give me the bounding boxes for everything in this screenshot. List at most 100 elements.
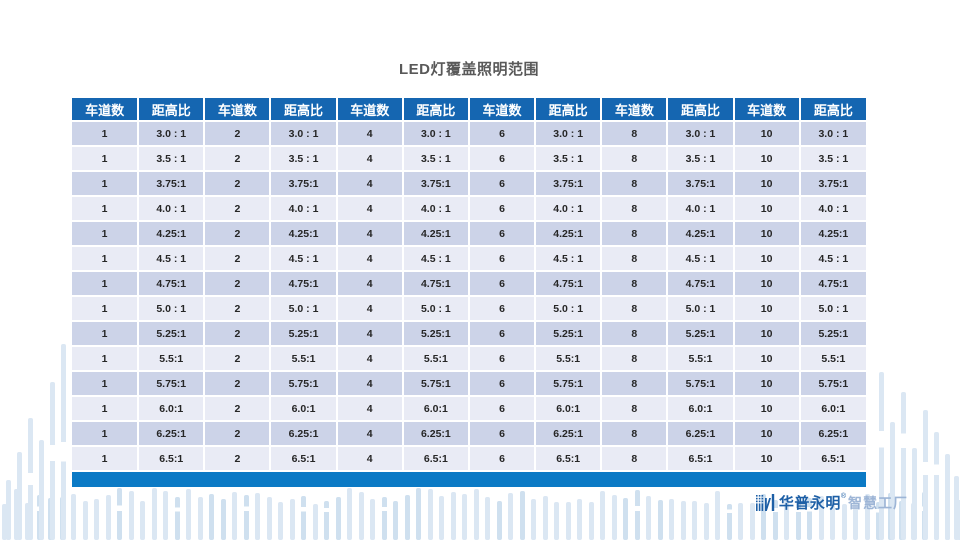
lane-count-cell: 2 — [204, 396, 272, 422]
ratio-cell: 5.5:1 — [138, 346, 206, 372]
lane-count-cell: 4 — [336, 196, 404, 222]
lane-count-cell: 1 — [72, 446, 140, 472]
deco-bar — [105, 495, 111, 540]
lane-count-cell: 2 — [204, 171, 272, 197]
ratio-cell: 6.0:1 — [799, 396, 866, 422]
deco-bar — [13, 489, 19, 540]
lane-count-cell: 6 — [468, 371, 537, 397]
ratio-cell: 4.0 : 1 — [138, 196, 206, 222]
lane-count-cell: 10 — [733, 321, 801, 347]
table-row: 1 4.75:1 2 4.75:1 4 4.75:1 6 4.75:1 8 4.75:1 10 4.7… — [72, 271, 866, 297]
ratio-cell: 5.25:1 — [535, 321, 603, 347]
deco-bar — [954, 476, 959, 540]
deco-bar — [50, 382, 55, 540]
ratio-cell: 3.5 : 1 — [402, 146, 470, 172]
lane-count-cell: 1 — [72, 346, 140, 372]
deco-bar — [600, 491, 605, 540]
lane-ratio-table: 车道数 距高比 车道数 距高比 车道数 距高比 车道数 距高比 车道数 距高比 车道数 距高比 1 3.… — [72, 98, 866, 472]
ratio-cell: 6.25:1 — [667, 421, 735, 447]
table-row: 1 4.25:1 2 4.25:1 4 4.25:1 6 4.25:1 8 4.25:1 10 4.2… — [72, 221, 866, 247]
ratio-cell: 5.25:1 — [799, 321, 866, 347]
lane-count-cell: 10 — [733, 296, 801, 322]
col-header-ratio: 距高比 — [667, 98, 735, 122]
ratio-cell: 6.5:1 — [138, 446, 206, 472]
deco-bar — [324, 501, 329, 540]
ratio-cell: 5.5:1 — [270, 346, 338, 372]
ratio-cell: 6.5:1 — [535, 446, 603, 472]
lane-count-cell: 2 — [204, 246, 272, 272]
lane-count-cell: 2 — [204, 446, 272, 472]
ratio-cell: 5.0 : 1 — [799, 296, 866, 322]
col-header-lanes: 车道数 — [72, 98, 140, 122]
ratio-cell: 3.0 : 1 — [270, 121, 338, 147]
deco-bar — [934, 432, 939, 540]
deco-bar — [393, 500, 398, 540]
lane-count-cell: 8 — [601, 396, 669, 422]
deco-bar — [71, 493, 76, 540]
deco-bar — [151, 488, 157, 540]
deco-bar — [784, 497, 789, 540]
lane-count-cell: 1 — [72, 121, 140, 147]
ratio-cell: 5.0 : 1 — [535, 296, 603, 322]
lane-count-cell: 8 — [601, 246, 669, 272]
ratio-cell: 5.75:1 — [270, 371, 338, 397]
deco-bar — [738, 502, 743, 540]
ratio-cell: 6.0:1 — [402, 396, 470, 422]
deco-bar — [519, 491, 525, 540]
lane-count-cell: 6 — [468, 221, 537, 247]
deco-bar — [692, 501, 697, 540]
table-row: 1 6.5:1 2 6.5:1 4 6.5:1 6 6.5:1 8 6.5:1 10 6.5:1 — [72, 446, 866, 472]
deco-bar — [17, 452, 22, 540]
lane-count-cell: 4 — [336, 296, 404, 322]
lane-count-cell: 10 — [733, 346, 801, 372]
deco-bar — [912, 448, 917, 540]
ratio-cell: 3.75:1 — [667, 171, 735, 197]
ratio-cell: 4.75:1 — [138, 271, 206, 297]
ratio-cell: 6.5:1 — [402, 446, 470, 472]
table-footer-bar — [72, 472, 866, 487]
deco-bar — [715, 491, 720, 540]
lane-count-cell: 2 — [204, 321, 272, 347]
lane-count-cell: 2 — [204, 346, 272, 372]
deco-bar — [634, 490, 640, 540]
lane-count-cell: 10 — [733, 246, 801, 272]
deco-bar — [117, 488, 122, 540]
ratio-cell: 4.5 : 1 — [402, 246, 470, 272]
lane-count-cell: 4 — [336, 146, 404, 172]
ratio-cell: 5.0 : 1 — [138, 296, 206, 322]
deco-bar — [255, 493, 260, 540]
ratio-cell: 6.25:1 — [535, 421, 603, 447]
ratio-cell: 3.5 : 1 — [799, 146, 866, 172]
deco-bar — [703, 502, 709, 540]
deco-bar — [358, 492, 364, 540]
deco-bar — [923, 410, 928, 540]
lane-count-cell: 6 — [468, 346, 537, 372]
table-row: 1 5.0 : 1 2 5.0 : 1 4 5.0 : 1 6 5.0 : 1 8 5.0 : 1… — [72, 296, 866, 322]
lane-count-cell: 8 — [601, 296, 669, 322]
table-row: 1 3.0 : 1 2 3.0 : 1 4 3.0 : 1 6 3.0 : 1 8 3.0 : 1… — [72, 121, 866, 147]
deco-bar — [841, 503, 847, 540]
deco-bar — [347, 488, 352, 540]
ratio-cell: 4.25:1 — [535, 221, 603, 247]
lane-count-cell: 8 — [601, 446, 669, 472]
deco-bar — [370, 499, 375, 540]
ratio-cell: 3.75:1 — [535, 171, 603, 197]
deco-bar — [243, 495, 249, 540]
lane-count-cell: 6 — [468, 321, 537, 347]
deco-bar — [82, 501, 88, 540]
lane-count-cell: 4 — [336, 171, 404, 197]
lane-count-cell: 2 — [204, 371, 272, 397]
lane-count-cell: 10 — [733, 196, 801, 222]
col-header-ratio: 距高比 — [535, 98, 603, 122]
lane-count-cell: 2 — [204, 196, 272, 222]
lane-count-cell: 6 — [468, 271, 537, 297]
ratio-cell: 4.25:1 — [402, 221, 470, 247]
lane-count-cell: 4 — [336, 396, 404, 422]
ratio-cell: 5.5:1 — [799, 346, 866, 372]
deco-bar — [577, 499, 582, 540]
deco-bar — [209, 493, 214, 540]
deco-bar — [680, 501, 686, 540]
lane-count-cell: 8 — [601, 321, 669, 347]
